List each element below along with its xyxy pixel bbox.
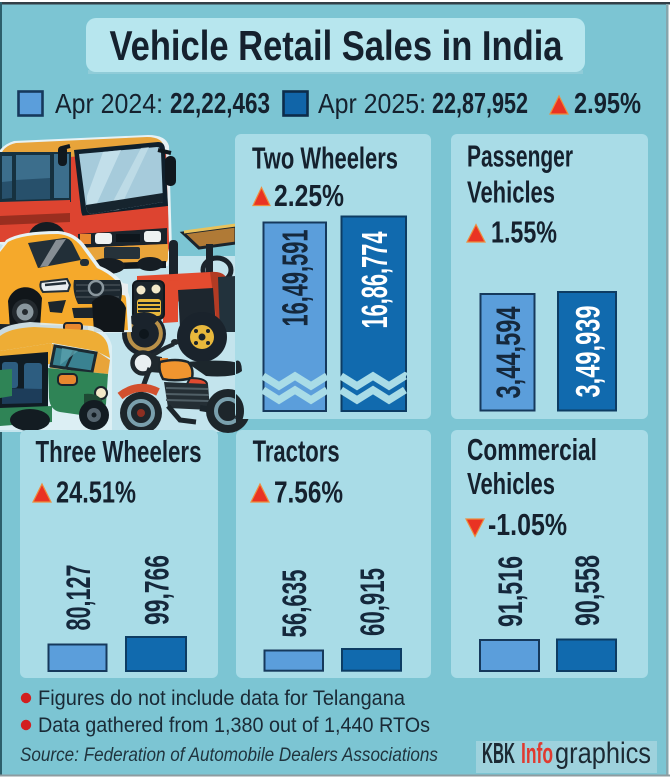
svg-text:Figures do not include data fo: Figures do not include data for Telangan…	[38, 687, 405, 710]
svg-text:Tractors: Tractors	[253, 434, 340, 469]
svg-text:Vehicle Retail Sales in India: Vehicle Retail Sales in India	[110, 22, 564, 69]
svg-text:Passenger: Passenger	[467, 138, 573, 173]
svg-text:Apr 2024:: Apr 2024:	[55, 88, 163, 119]
svg-text:22,87,952: 22,87,952	[432, 88, 528, 120]
svg-text:24.51%: 24.51%	[56, 475, 136, 510]
svg-text:3,49,939: 3,49,939	[570, 306, 608, 398]
svg-text:99,766: 99,766	[139, 555, 177, 625]
svg-text:22,22,463: 22,22,463	[170, 88, 270, 120]
svg-text:Two Wheelers: Two Wheelers	[252, 141, 398, 176]
svg-text:Vehicles: Vehicles	[467, 175, 555, 210]
svg-text:Apr 2025:: Apr 2025:	[318, 88, 426, 119]
svg-text:Data gathered from 1,380 out o: Data gathered from 1,380 out of 1,440 RT…	[38, 714, 430, 737]
svg-text:Info: Info	[521, 738, 553, 770]
svg-text:1.55%: 1.55%	[491, 215, 557, 250]
svg-text:16,86,774: 16,86,774	[354, 232, 395, 329]
svg-text:90,558: 90,558	[569, 555, 607, 626]
svg-text:Commercial: Commercial	[467, 432, 597, 467]
svg-text:graphics: graphics	[555, 737, 651, 770]
svg-text:60,915: 60,915	[354, 568, 392, 636]
svg-text:3,44,594: 3,44,594	[490, 307, 528, 399]
svg-text:80,127: 80,127	[60, 565, 98, 631]
svg-text:Three Wheelers: Three Wheelers	[36, 434, 202, 469]
svg-text:-1.05%: -1.05%	[488, 507, 567, 542]
svg-text:91,516: 91,516	[492, 556, 530, 627]
svg-text:2.25%: 2.25%	[274, 178, 344, 213]
svg-text:7.56%: 7.56%	[274, 475, 343, 510]
svg-text:56,635: 56,635	[276, 570, 314, 638]
svg-text:KBK: KBK	[482, 738, 515, 770]
svg-text:Source: Federation of Automobi: Source: Federation of Automobile Dealers…	[20, 744, 438, 766]
svg-text:Vehicles: Vehicles	[467, 466, 555, 501]
svg-text:2.95%: 2.95%	[574, 88, 641, 120]
svg-text:16,49,591: 16,49,591	[275, 230, 316, 327]
